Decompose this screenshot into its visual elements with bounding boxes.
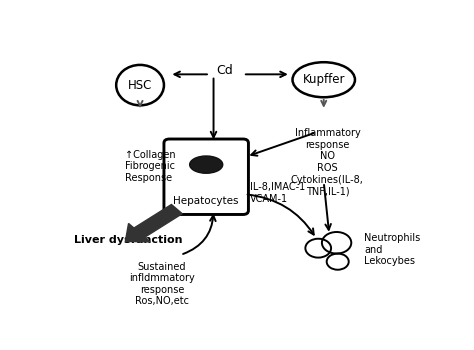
Ellipse shape (190, 156, 223, 173)
Text: ↑Collagen
Fibrogenic
Response: ↑Collagen Fibrogenic Response (125, 150, 176, 183)
Text: Kupffer: Kupffer (302, 73, 345, 86)
FancyArrowPatch shape (247, 195, 314, 235)
Text: HSC: HSC (128, 79, 152, 92)
FancyBboxPatch shape (164, 139, 248, 215)
Text: Liver dysfunction: Liver dysfunction (74, 235, 182, 245)
Text: Sustained
infldmmatory
response
Ros,NO,etc: Sustained infldmmatory response Ros,NO,e… (129, 262, 195, 307)
Text: Inflammatory
response
NO
ROS
Cytokines(IL-8,
TNF,IL-1): Inflammatory response NO ROS Cytokines(I… (291, 128, 364, 196)
Text: IL-8,IMAC-1
VCAM-1: IL-8,IMAC-1 VCAM-1 (250, 182, 306, 204)
Text: Hepatocytes: Hepatocytes (173, 196, 239, 205)
Text: Neutrophils
and
Lekocybes: Neutrophils and Lekocybes (364, 233, 420, 266)
FancyArrow shape (125, 204, 182, 242)
FancyArrowPatch shape (183, 215, 216, 254)
Text: Cd: Cd (216, 64, 233, 77)
